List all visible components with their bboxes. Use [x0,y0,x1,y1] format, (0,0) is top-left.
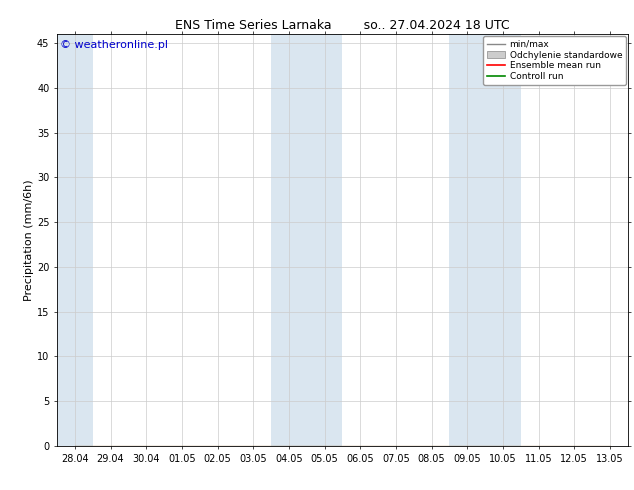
Y-axis label: Precipitation (mm/6h): Precipitation (mm/6h) [24,179,34,301]
Text: © weatheronline.pl: © weatheronline.pl [60,41,168,50]
Bar [450,34,521,446]
Legend: min/max, Odchylenie standardowe, Ensemble mean run, Controll run: min/max, Odchylenie standardowe, Ensembl… [484,36,626,85]
Bar [271,34,342,446]
Bar [57,34,93,446]
Title: ENS Time Series Larnaka        so.. 27.04.2024 18 UTC: ENS Time Series Larnaka so.. 27.04.2024 … [175,19,510,32]
